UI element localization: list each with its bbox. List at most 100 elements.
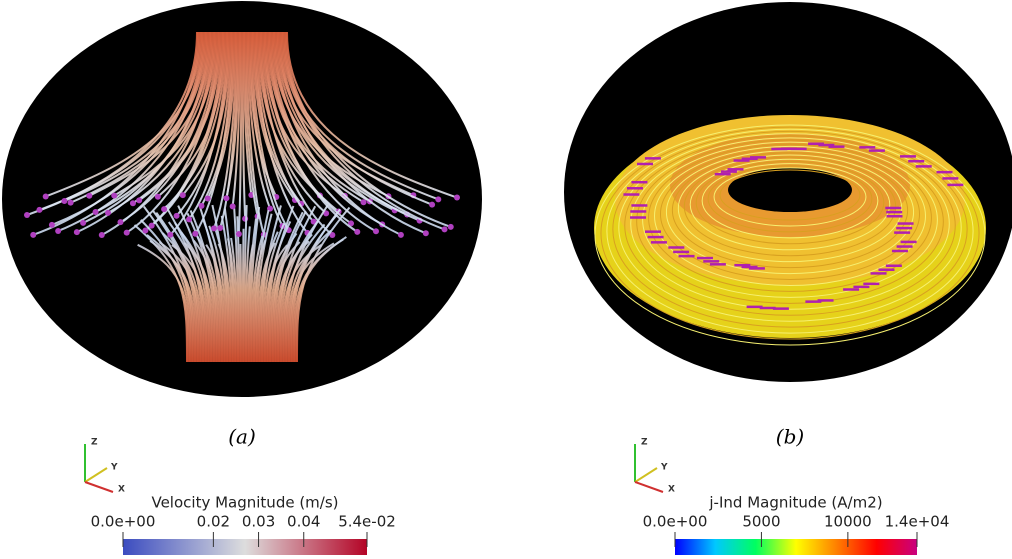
- arrow-glyph: [749, 267, 765, 270]
- arrow-glyph: [43, 193, 49, 199]
- arrow-glyph: [111, 193, 117, 199]
- arrow-glyph: [454, 195, 460, 201]
- arrow-glyph: [885, 207, 901, 210]
- arrow-glyph: [916, 165, 932, 168]
- axis-y: [85, 468, 107, 482]
- arrow-glyph: [217, 225, 223, 231]
- axis-y: [635, 468, 657, 482]
- axis-x: [635, 482, 663, 492]
- arrow-glyph: [886, 211, 902, 214]
- arrow-glyph: [896, 227, 912, 230]
- arrow-glyph: [623, 193, 639, 196]
- arrow-glyph: [818, 299, 834, 302]
- arrow-glyph: [898, 222, 914, 225]
- arrow-glyph: [773, 307, 789, 310]
- arrow-glyph: [124, 230, 130, 236]
- arrow-glyph: [236, 231, 242, 237]
- arrow-glyph: [80, 220, 86, 226]
- arrow-glyph: [448, 224, 454, 230]
- arrow-glyph: [30, 232, 36, 238]
- arrow-glyph: [853, 286, 869, 289]
- arrow-glyph: [627, 187, 643, 190]
- arrow-glyph: [55, 228, 61, 234]
- colorbar-tick-label: 0.02: [197, 513, 230, 531]
- arrow-glyph: [863, 283, 879, 286]
- arrow-glyph: [180, 192, 186, 198]
- arrow-glyph: [878, 268, 894, 271]
- arrow-glyph: [86, 193, 92, 199]
- arrow-glyph: [631, 181, 647, 184]
- arrow-glyph: [710, 263, 726, 266]
- arrow-glyph: [105, 210, 111, 216]
- arrow-glyph: [947, 184, 963, 187]
- arrow-glyph: [894, 231, 910, 234]
- arrow-glyph: [668, 246, 684, 249]
- arrow-glyph: [93, 209, 99, 215]
- arrow-glyph: [155, 194, 161, 200]
- arrow-glyph: [648, 236, 664, 239]
- colorbar-tick-label: 0.0e+00: [91, 513, 156, 531]
- arrow-glyph: [36, 207, 42, 213]
- arrow-glyph: [68, 200, 74, 206]
- arrow-glyph: [645, 230, 661, 233]
- arrow-glyph: [859, 146, 875, 149]
- arrow-glyph: [715, 173, 731, 176]
- arrow-glyph: [117, 219, 123, 225]
- figure: (a)ZYXVelocity Magnitude (m/s)0.0e+000.0…: [0, 0, 1012, 559]
- colorbar-tick-label: 0.0e+00: [643, 513, 708, 531]
- arrow-glyph: [398, 232, 404, 238]
- arrow-glyph: [892, 250, 908, 253]
- arrow-glyph: [205, 196, 211, 202]
- arrow-glyph: [211, 225, 217, 231]
- arrow-glyph: [136, 197, 142, 203]
- arrow-glyph: [61, 198, 67, 204]
- arrow-glyph: [423, 230, 429, 236]
- arrow-glyph: [130, 200, 136, 206]
- arrow-glyph: [631, 204, 647, 207]
- axis-label: X: [118, 485, 125, 495]
- arrow-glyph: [49, 222, 55, 228]
- axis-label: Z: [91, 438, 98, 448]
- caption: (a): [228, 425, 256, 449]
- arrow-glyph: [843, 288, 859, 291]
- arrow-glyph: [361, 199, 367, 205]
- colorbar-tick-label: 0.03: [242, 513, 275, 531]
- arrow-glyph: [186, 216, 192, 222]
- arrow-glyph: [354, 229, 360, 235]
- arrow-glyph: [871, 272, 887, 275]
- axis-label: X: [668, 485, 675, 495]
- arrow-glyph: [637, 163, 653, 166]
- arrow-glyph: [149, 223, 155, 229]
- caption: (b): [776, 425, 804, 449]
- colorbar-tick-label: 0.04: [287, 513, 320, 531]
- colorbar-tick-label: 10000: [824, 513, 872, 531]
- colorbar-title: j-Ind Magnitude (A/m2): [708, 494, 882, 512]
- colorbar-tick-label: 5000: [742, 513, 780, 531]
- arrow-glyph: [645, 157, 661, 160]
- axis-label: Z: [641, 438, 648, 448]
- colorbar: [675, 539, 917, 555]
- arrow-glyph: [99, 232, 105, 238]
- arrow-glyph: [167, 232, 173, 238]
- arrow-glyph: [936, 171, 952, 174]
- arrow-glyph: [901, 241, 917, 244]
- arrow-glyph: [721, 170, 737, 173]
- arrow-glyph: [900, 155, 916, 158]
- arrow-glyph: [651, 241, 667, 244]
- arrow-glyph: [908, 160, 924, 163]
- arrow-glyph: [74, 229, 80, 235]
- colorbar: [123, 539, 367, 555]
- arrow-glyph: [174, 213, 180, 219]
- arrow-glyph: [869, 149, 885, 152]
- arrow-glyph: [771, 148, 787, 151]
- arrow-glyph: [24, 212, 30, 218]
- colorbar-title: Velocity Magnitude (m/s): [151, 494, 338, 512]
- arrow-glyph: [161, 206, 167, 212]
- colorbar-tick-label: 5.4e-02: [338, 513, 396, 531]
- axis-label: Y: [110, 463, 118, 473]
- arrow-glyph: [630, 210, 646, 213]
- arrow-glyph: [230, 203, 236, 209]
- arrow-glyph: [942, 177, 958, 180]
- colorbar-tick-label: 1.4e+04: [885, 513, 950, 531]
- arrow-glyph: [435, 196, 441, 202]
